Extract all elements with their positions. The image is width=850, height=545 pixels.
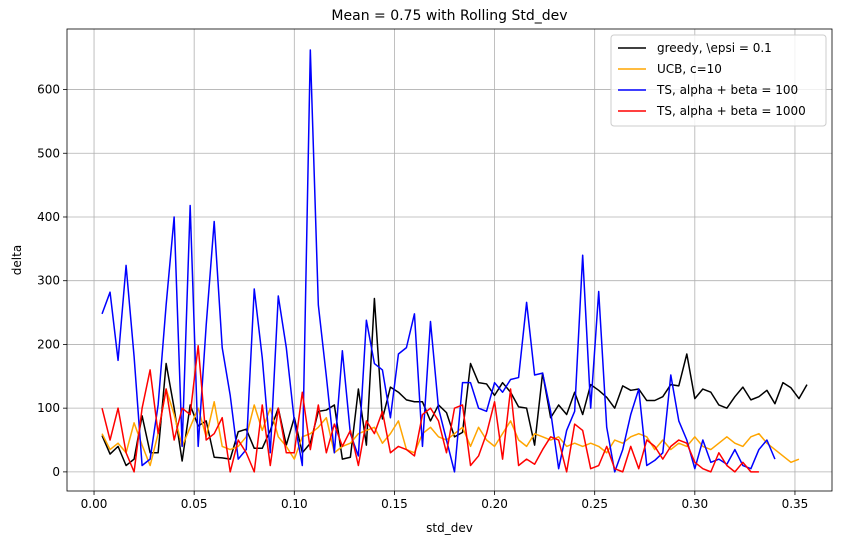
x-tick-label: 0.15 [381,497,408,511]
legend: greedy, \epsi = 0.1 UCB, c=10 TS, alpha + … [610,34,827,127]
y-axis: 0 100 200 300 400 500 600 [37,83,67,479]
plot-frame [66,28,833,492]
legend-label-4: TS, alpha + beta = 1000 [656,104,806,118]
y-tick-label: 400 [37,210,60,224]
y-tick-label: 300 [37,274,60,288]
y-tick-label: 100 [37,401,60,415]
x-tick-label: 0.25 [581,497,608,511]
series-group [101,49,808,473]
y-tick-label: 600 [37,83,60,97]
x-tick-label: 0.30 [681,497,708,511]
series-line-3 [101,49,776,473]
legend-frame [610,34,827,127]
x-tick-label: 0.35 [782,497,809,511]
series-line-4 [101,344,759,473]
legend-label-3: TS, alpha + beta = 100 [656,83,798,97]
x-axis-label: std_dev [426,521,473,535]
y-tick-label: 0 [52,465,60,479]
x-tick-label: 0.05 [181,497,208,511]
x-tick-label: 0.20 [481,497,508,511]
y-tick-label: 500 [37,146,60,160]
y-tick-label: 200 [37,337,60,351]
series-line-1 [101,297,808,467]
y-axis-label: delta [10,245,24,275]
x-tick-label: 0.10 [281,497,308,511]
chart-title: Mean = 0.75 with Rolling Std_dev [331,8,567,24]
legend-label-2: UCB, c=10 [657,62,722,76]
x-tick-label: 0.00 [81,497,108,511]
legend-label-1: greedy, \epsi = 0.1 [657,41,772,55]
x-axis: 0.00 0.05 0.10 0.15 0.20 0.25 0.30 0.35 [81,491,809,511]
